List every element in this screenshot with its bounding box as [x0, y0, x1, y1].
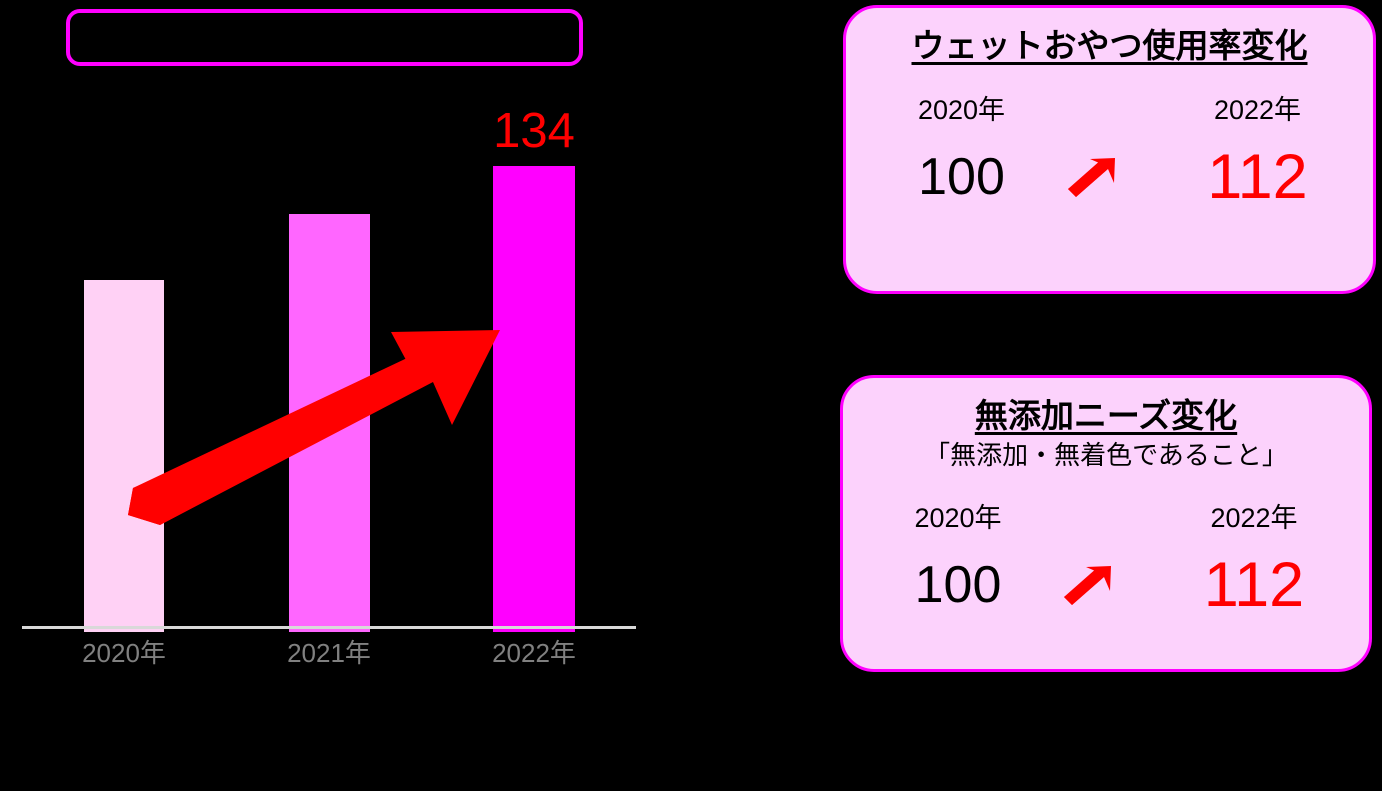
bar-value-2022: 134	[493, 104, 575, 158]
card-title: ウェットおやつ使用率変化	[911, 27, 1308, 64]
bar-chart: 134 2020年 2021年 2022年	[0, 80, 660, 700]
value-after: 112	[1207, 141, 1308, 212]
value-after: 112	[1203, 549, 1305, 620]
bar-2020	[84, 280, 164, 632]
trend-up-arrow-icon	[1064, 566, 1111, 606]
card-value-row: 100 112	[846, 141, 1373, 212]
year-label-after: 2022年	[1213, 94, 1302, 125]
card-year-row: 2020年 2022年	[846, 94, 1373, 125]
value-before: 100	[914, 556, 1002, 615]
trend-up-arrow-icon	[1067, 158, 1115, 198]
card-additive-free-needs: 無添加ニーズ変化 「無添加・無着色であること」 2020年 2022年 100 …	[840, 375, 1372, 672]
value-before: 100	[918, 148, 1005, 207]
x-axis-label-2020: 2020年	[82, 638, 166, 668]
year-label-before: 2020年	[917, 94, 1006, 125]
x-axis-label-2021: 2021年	[287, 638, 371, 668]
x-axis-label-2022: 2022年	[492, 638, 576, 668]
card-trend-arrow-wrap	[1058, 561, 1154, 609]
year-label-after: 2022年	[1210, 502, 1298, 533]
card-year-row: 2020年 2022年	[843, 502, 1369, 533]
title-box	[66, 9, 583, 66]
bar-2022	[493, 166, 575, 632]
card-title: 無添加ニーズ変化	[974, 397, 1238, 434]
card-trend-arrow-wrap	[1062, 153, 1158, 201]
bar-chart-plot-area: 134	[0, 80, 660, 632]
card-value-row: 100 112	[843, 549, 1369, 620]
x-axis-line	[22, 626, 636, 629]
year-label-before: 2020年	[914, 502, 1002, 533]
card-subtitle: 「無添加・無着色であること」	[924, 439, 1288, 470]
bar-2021	[289, 214, 370, 632]
card-wet-treat-usage: ウェットおやつ使用率変化 2020年 2022年 100 112	[843, 5, 1376, 294]
